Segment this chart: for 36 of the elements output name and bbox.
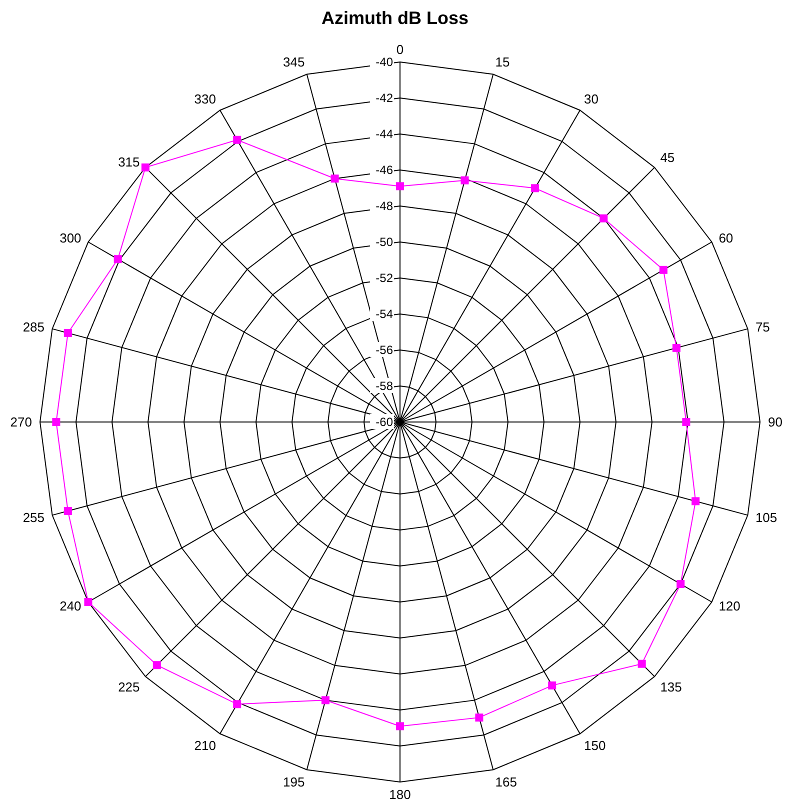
spoke-label: 330 xyxy=(194,91,216,106)
y-tick-label: -56 xyxy=(376,343,394,358)
y-tick-label: -58 xyxy=(376,379,394,394)
spoke-label: 285 xyxy=(22,319,45,334)
spoke-label: 300 xyxy=(60,230,82,246)
y-tick-label: -42 xyxy=(376,91,394,106)
spoke-label: 75 xyxy=(755,319,770,334)
spoke-label: 240 xyxy=(60,598,82,614)
spoke-label: 60 xyxy=(718,230,734,246)
chart-title: Azimuth dB Loss xyxy=(320,8,470,30)
spoke-label: 90 xyxy=(768,414,782,430)
y-tick-label: -40 xyxy=(376,55,394,70)
y-tick-label: -48 xyxy=(376,199,394,214)
spoke-label: 105 xyxy=(755,510,778,525)
spoke-label: 225 xyxy=(118,679,140,694)
spoke-label: 315 xyxy=(118,154,140,170)
y-tick-label: -50 xyxy=(376,235,394,250)
spoke-label: 210 xyxy=(194,738,216,753)
spoke-label: 135 xyxy=(660,679,682,694)
spoke-label: 0 xyxy=(396,42,404,57)
spoke-label: 150 xyxy=(584,738,606,753)
spoke-label: 30 xyxy=(584,91,598,106)
spoke-label: 270 xyxy=(10,414,32,430)
spoke-label: 180 xyxy=(389,787,411,802)
spoke-label: 120 xyxy=(718,598,740,614)
spoke-label: 345 xyxy=(283,54,305,70)
spoke-label: 15 xyxy=(495,54,510,70)
y-tick-label: -52 xyxy=(376,271,394,286)
spoke-label: 255 xyxy=(22,510,45,525)
spoke-label: 45 xyxy=(660,150,675,165)
spoke-label: 195 xyxy=(283,774,305,790)
y-tick-label: -54 xyxy=(376,307,394,322)
y-tick-label: -60 xyxy=(376,415,394,430)
spoke-label: 165 xyxy=(495,774,517,790)
y-tick-label: -44 xyxy=(376,127,394,142)
y-tick-label: -46 xyxy=(376,163,394,178)
